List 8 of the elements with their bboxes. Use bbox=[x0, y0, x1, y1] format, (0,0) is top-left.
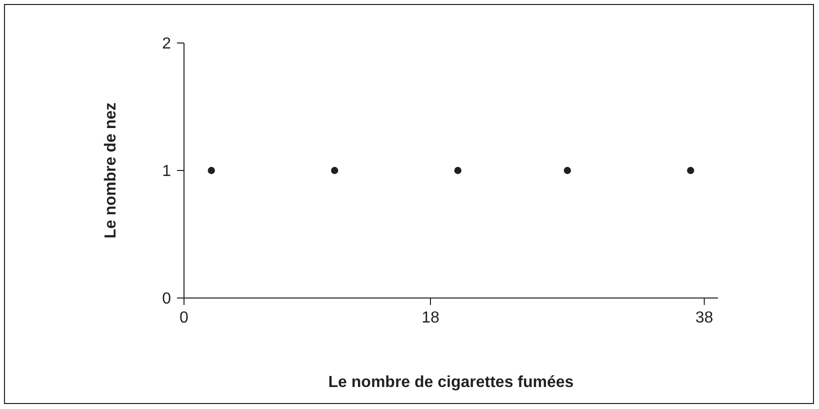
y-tick-label: 1 bbox=[162, 163, 172, 180]
y-tick-label: 0 bbox=[162, 290, 172, 308]
x-tick-label: 38 bbox=[695, 309, 714, 326]
x-tick-label: 18 bbox=[422, 309, 440, 326]
y-tick-label: 2 bbox=[162, 36, 172, 53]
x-tick-label: 0 bbox=[180, 309, 189, 326]
y-axis-title: Le nombre de nez bbox=[102, 102, 120, 239]
x-axis-title: Le nombre de cigarettes fumées bbox=[328, 374, 574, 391]
